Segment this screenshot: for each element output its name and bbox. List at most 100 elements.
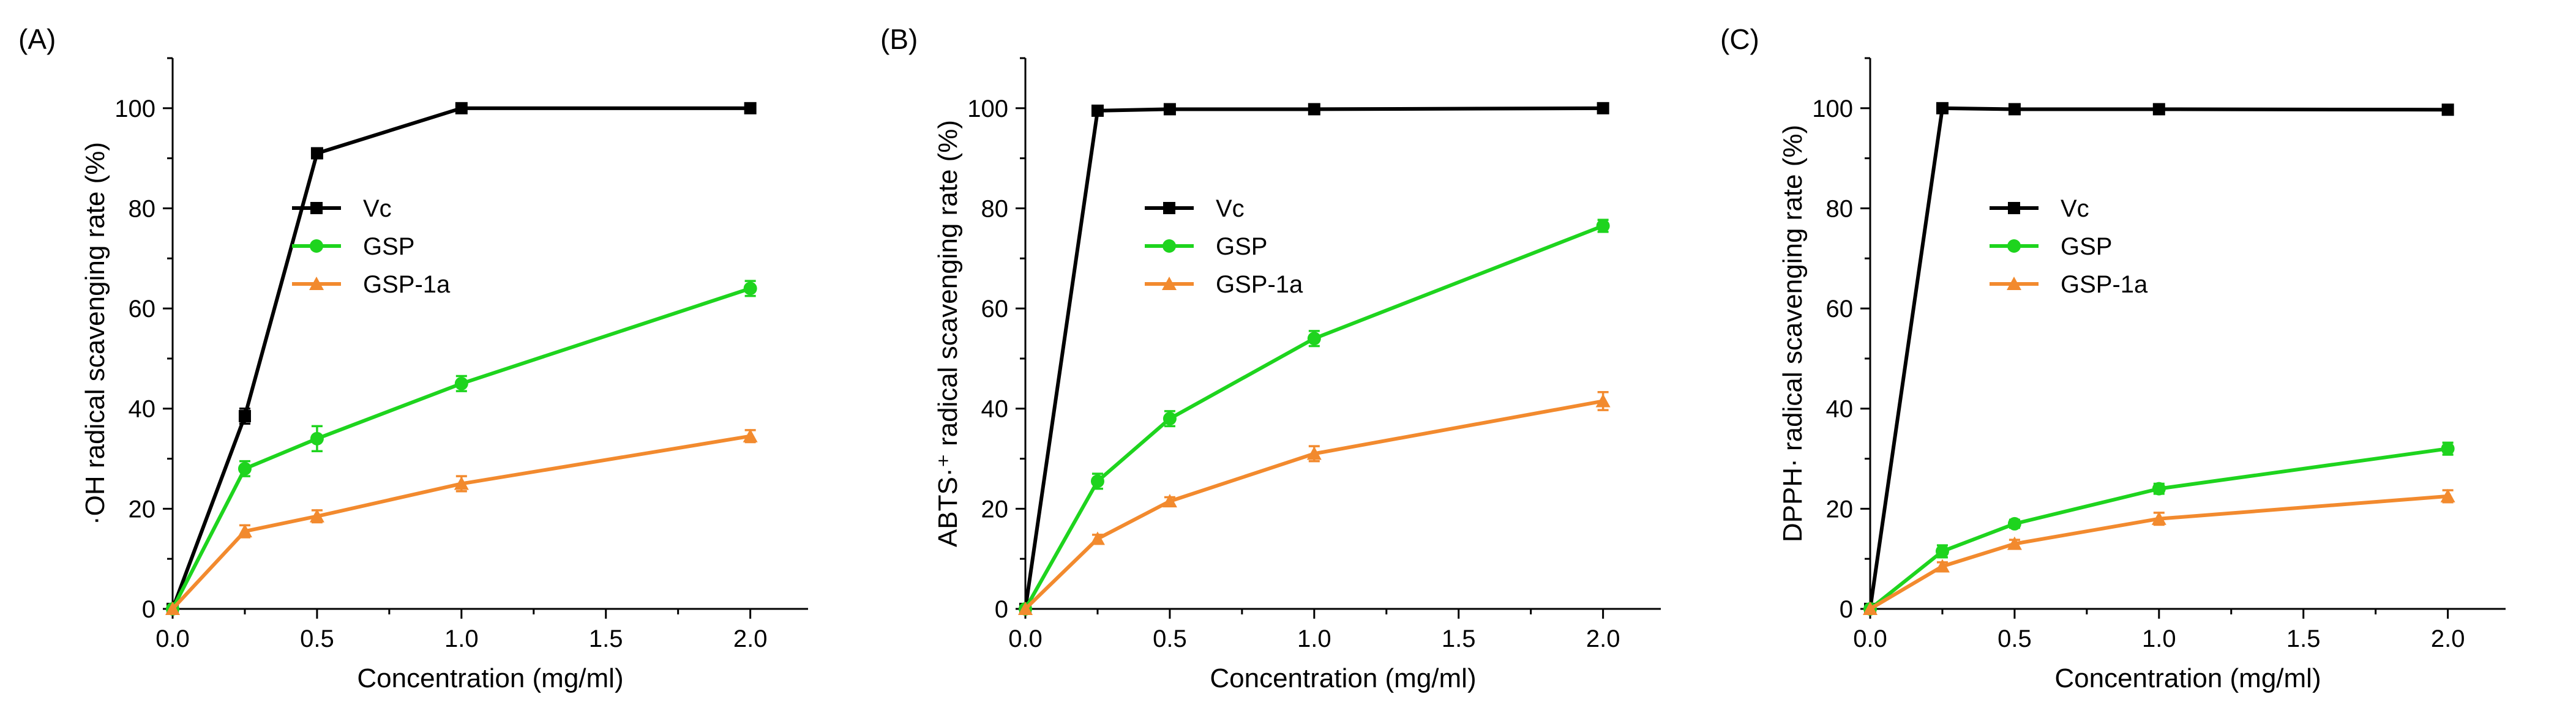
legend-label: GSP-1a <box>363 271 451 298</box>
y-tick-label: 60 <box>1826 296 1854 322</box>
x-tick-label: 1.0 <box>2142 625 2176 652</box>
data-point-triangle <box>1934 559 1950 573</box>
legend-marker-triangle <box>309 277 324 290</box>
data-point-square <box>1163 103 1176 116</box>
x-axis-title: Concentration (mg/ml) <box>1210 663 1476 693</box>
data-point-circle <box>1935 544 1949 558</box>
y-tick-label: 40 <box>981 396 1009 423</box>
data-point-circle <box>1307 332 1321 346</box>
x-tick-label: 1.0 <box>444 625 479 652</box>
legend-marker-circle <box>1163 239 1176 253</box>
data-point-triangle <box>1090 531 1105 545</box>
legend-item-gsp: GSP <box>292 233 414 260</box>
data-point-circle <box>1596 219 1610 233</box>
y-tick-label: 80 <box>981 195 1009 222</box>
data-point-triangle <box>237 524 252 538</box>
x-axis-title: Concentration (mg/ml) <box>357 663 623 693</box>
data-point-circle <box>454 376 468 390</box>
panel-label: (B) <box>880 23 918 55</box>
legend-marker-square <box>2008 202 2020 214</box>
y-tick-label: 100 <box>114 95 155 122</box>
data-point-triangle <box>2007 536 2022 550</box>
data-point-triangle <box>1018 602 1033 615</box>
x-tick-label: 1.5 <box>1442 625 1476 652</box>
series-gsp <box>1863 441 2455 616</box>
series-line-gsp <box>1869 447 2449 611</box>
panel-label: (A) <box>18 23 56 55</box>
data-point-square <box>1597 102 1609 114</box>
data-point-triangle <box>1162 494 1177 508</box>
data-point-circle <box>2007 516 2021 531</box>
y-tick-label: 0 <box>1840 596 1853 623</box>
legend-label: GSP-1a <box>2061 271 2148 298</box>
y-tick-label: 20 <box>1826 496 1854 523</box>
x-tick-label: 0.5 <box>1998 625 2032 652</box>
data-point-square <box>1936 102 1949 114</box>
data-point-circle <box>238 461 252 475</box>
data-point-triangle <box>165 602 180 615</box>
series-line-gsp-1a <box>1024 399 1604 611</box>
data-point-triangle <box>2440 488 2455 502</box>
data-point-triangle <box>743 428 758 442</box>
x-tick-label: 1.5 <box>589 625 623 652</box>
legend-item-gsp-1a: GSP-1a <box>1145 271 1303 298</box>
y-tick-label: 40 <box>129 396 156 423</box>
y-tick-label: 100 <box>967 95 1008 122</box>
series-line-vc <box>1868 106 2448 610</box>
data-point-square <box>2441 103 2454 116</box>
legend-label: GSP <box>2061 233 2112 260</box>
series-gsp-1a <box>1018 390 1611 615</box>
series-gsp-1a <box>1863 488 2455 615</box>
legend-marker-triangle <box>1162 277 1177 290</box>
data-point-square <box>310 147 323 160</box>
y-tick-label: 60 <box>129 296 156 322</box>
legend-item-gsp-1a: GSP-1a <box>1990 271 2148 298</box>
x-tick-label: 0.0 <box>1853 625 1887 652</box>
y-tick-label: 20 <box>981 496 1009 523</box>
legend-item-vc: Vc <box>292 195 392 222</box>
data-point-circle <box>1090 474 1104 488</box>
y-tick-label: 80 <box>1826 195 1854 222</box>
y-tick-label: 80 <box>129 195 156 222</box>
data-point-triangle <box>309 509 324 523</box>
legend-item-vc: Vc <box>1145 195 1245 222</box>
data-point-triangle <box>1595 393 1611 408</box>
series-vc <box>167 102 757 615</box>
panel-label: (C) <box>1720 23 1759 55</box>
legend-item-gsp-1a: GSP-1a <box>292 271 451 298</box>
data-point-circle <box>2152 482 2166 496</box>
legend-label: Vc <box>1216 195 1245 222</box>
y-axis-title: ·OH radical scavenging rate (%) <box>80 142 110 525</box>
data-point-square <box>1091 104 1104 117</box>
data-point-circle <box>2441 442 2455 456</box>
x-tick-label: 0.0 <box>155 625 190 652</box>
series-vc <box>1019 102 1609 615</box>
legend-marker-circle <box>2007 239 2021 253</box>
chart-panel-1: (A) 0 20 40 60 80 100 0.0 0.5 1.0 1.5 2.0 Concentrat… <box>18 23 808 693</box>
y-tick-label: 0 <box>995 596 1008 623</box>
series-vc <box>1864 102 2454 615</box>
x-tick-label: 0.5 <box>300 625 334 652</box>
data-point-square <box>2152 103 2165 116</box>
legend-marker-circle <box>310 239 323 253</box>
x-tick-label: 1.5 <box>2286 625 2321 652</box>
x-tick-label: 0.0 <box>1008 625 1043 652</box>
legend-label: GSP-1a <box>1216 271 1303 298</box>
chart-panel-2: (B) 0 20 40 60 80 100 0.0 0.5 1.0 1.5 2.0 Concentrat… <box>880 23 1661 693</box>
legend-item-gsp: GSP <box>1990 233 2112 260</box>
x-tick-label: 0.5 <box>1153 625 1187 652</box>
data-point-square <box>1308 103 1320 116</box>
y-tick-label: 20 <box>129 496 156 523</box>
data-point-circle <box>310 431 324 446</box>
data-point-triangle <box>1306 446 1322 460</box>
legend-label: GSP <box>363 233 414 260</box>
y-axis-title: DPPH· radical scavenging rate (%) <box>1778 125 1808 542</box>
data-point-circle <box>1163 412 1177 426</box>
legend-label: GSP <box>1216 233 1267 260</box>
x-axis-title: Concentration (mg/ml) <box>2054 663 2321 693</box>
legend-item-vc: Vc <box>1990 195 2089 222</box>
legend-label: Vc <box>2061 195 2089 222</box>
x-tick-label: 2.0 <box>1586 625 1620 652</box>
legend-item-gsp: GSP <box>1145 233 1267 260</box>
y-axis-title: ABTS·⁺ radical scavenging rate (%) <box>933 120 963 547</box>
